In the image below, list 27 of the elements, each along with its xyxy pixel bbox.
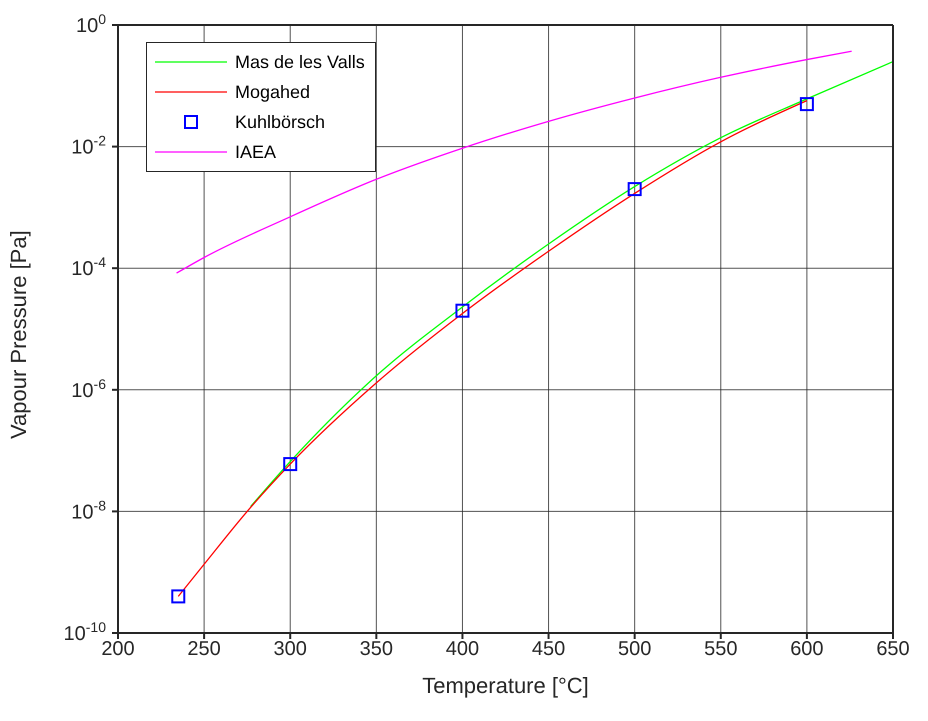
y-tick-label: 10$^{-8}$ xyxy=(71,497,106,524)
legend-label: IAEA xyxy=(235,142,276,162)
y-tick-label: 10$^{-2}$ xyxy=(71,132,106,159)
point xyxy=(800,97,814,112)
x-tick-label: 650 xyxy=(876,638,910,660)
legend-label: Mas de les Valls xyxy=(235,52,365,72)
x-tick-label: 200 xyxy=(101,638,135,660)
legend-label: Kuhlbörsch xyxy=(235,112,326,132)
x-tick-label: 350 xyxy=(360,638,394,660)
y-tick-label: 10$^{0}$ xyxy=(76,11,106,37)
point xyxy=(628,182,642,196)
x-tick-label: 250 xyxy=(187,638,221,660)
x-tick-label: 550 xyxy=(704,638,738,660)
y-tick-label: 10$^{-6}$ xyxy=(71,376,106,402)
x-tick-label: 400 xyxy=(446,638,480,660)
point xyxy=(171,589,186,604)
x-tick-label: 600 xyxy=(790,638,824,660)
legend-label: Mogahed xyxy=(235,82,310,102)
y-axis-title: Vapour Pressure [Pa] xyxy=(6,230,31,439)
x-tick-label: 500 xyxy=(618,638,652,660)
x-tick-label: 300 xyxy=(274,638,307,660)
point xyxy=(455,304,470,318)
point xyxy=(283,457,298,472)
x-axis-title: Temperature [°C] xyxy=(422,673,589,698)
y-tick-label: 10$^{-4}$ xyxy=(71,254,106,280)
x-tick-label: 450 xyxy=(532,638,566,660)
line-series xyxy=(176,50,852,274)
